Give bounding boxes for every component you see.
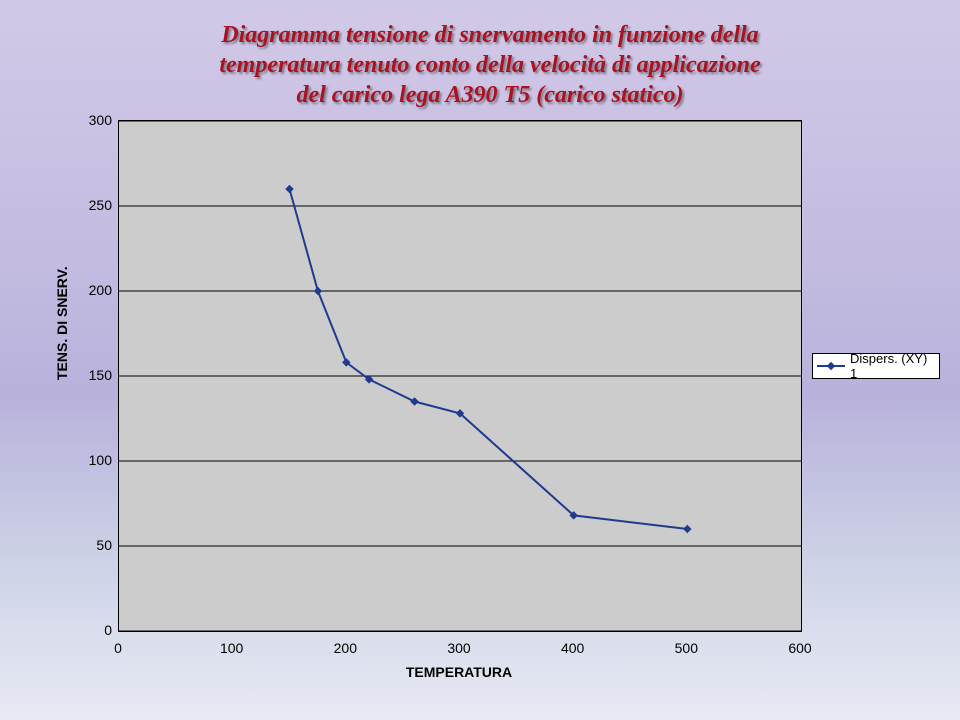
- y-tick-label: 50: [80, 537, 112, 553]
- y-tick-label: 100: [80, 452, 112, 468]
- y-tick-label: 150: [80, 367, 112, 383]
- title-line-3: del carico lega A390 T5 (carico statico): [296, 82, 683, 108]
- y-tick-label: 300: [80, 112, 112, 128]
- x-tick-label: 500: [675, 640, 698, 656]
- y-tick-label: 0: [80, 622, 112, 638]
- x-tick-label: 400: [561, 640, 584, 656]
- x-tick-label: 100: [220, 640, 243, 656]
- x-tick-label: 300: [447, 640, 470, 656]
- legend-marker: [817, 365, 845, 367]
- plot-area: [118, 120, 802, 632]
- y-tick-label: 200: [80, 282, 112, 298]
- x-tick-label: 600: [788, 640, 811, 656]
- y-tick-label: 250: [80, 197, 112, 213]
- x-tick-label: 200: [334, 640, 357, 656]
- legend-label: Dispers. (XY) 1: [850, 351, 935, 381]
- y-axis-title: TENS. DI SNERV.: [54, 266, 70, 380]
- x-axis-title: TEMPERATURA: [118, 664, 800, 680]
- legend: Dispers. (XY) 1: [812, 353, 940, 379]
- title-line-2: temperatura tenuto conto della velocità …: [219, 52, 760, 78]
- chart-svg: [119, 121, 801, 631]
- title-line-1: Diagramma tensione di snervamento in fun…: [221, 22, 758, 48]
- x-tick-label: 0: [114, 640, 122, 656]
- chart-title: Diagramma tensione di snervamento in fun…: [100, 20, 880, 110]
